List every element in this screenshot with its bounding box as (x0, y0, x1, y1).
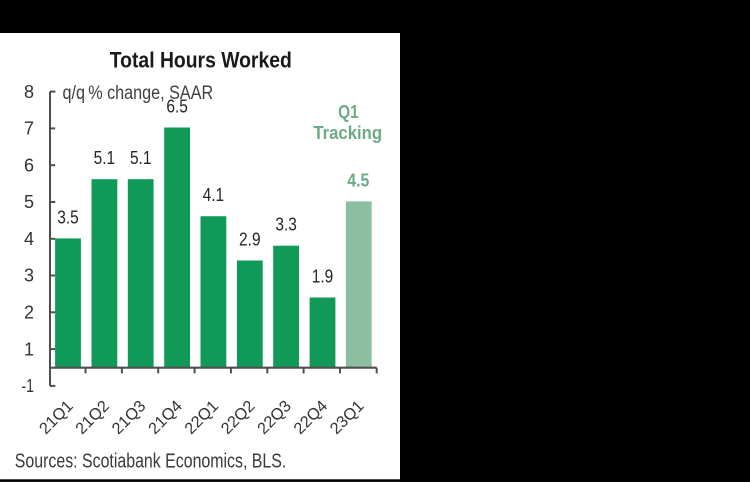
svg-text:-1: -1 (22, 376, 35, 396)
svg-text:7: 7 (24, 119, 34, 139)
svg-text:5.1: 5.1 (130, 148, 152, 168)
svg-text:q/q % change, SAAR: q/q % change, SAAR (63, 83, 214, 104)
svg-text:6.5: 6.5 (166, 97, 188, 117)
svg-text:8: 8 (24, 82, 34, 102)
svg-text:1.9: 1.9 (312, 267, 334, 287)
svg-text:5.1: 5.1 (94, 148, 116, 168)
svg-text:3.5: 3.5 (57, 207, 79, 227)
svg-text:3: 3 (24, 266, 34, 286)
svg-text:Tracking: Tracking (313, 122, 382, 143)
svg-text:2: 2 (24, 303, 34, 323)
svg-text:4.5: 4.5 (347, 170, 369, 190)
svg-text:Total Hours Worked: Total Hours Worked (110, 48, 292, 73)
svg-text:4: 4 (24, 229, 34, 249)
svg-text:3.3: 3.3 (275, 215, 297, 235)
svg-text:Q1: Q1 (338, 101, 359, 122)
svg-text:4.1: 4.1 (203, 185, 225, 205)
svg-text:2.9: 2.9 (239, 230, 261, 250)
svg-text:1: 1 (24, 339, 34, 359)
svg-text:6: 6 (24, 155, 34, 175)
svg-text:Sources: Scotiabank Economics,: Sources: Scotiabank Economics, BLS. (15, 451, 287, 473)
svg-text:5: 5 (24, 192, 34, 212)
